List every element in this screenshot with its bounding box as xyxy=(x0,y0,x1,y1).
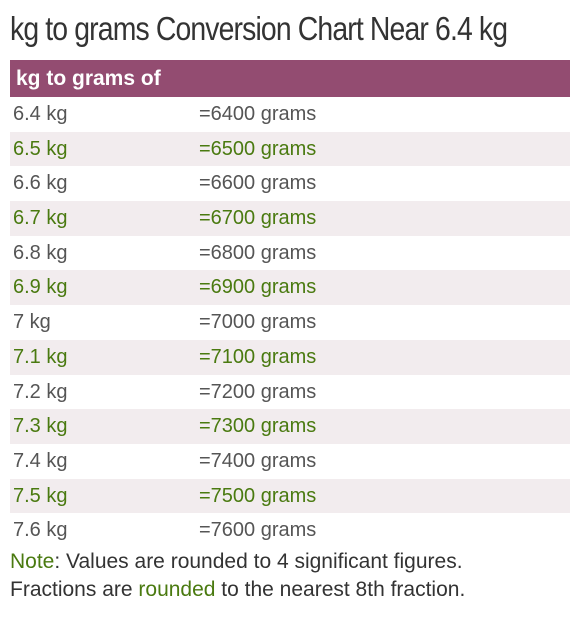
grams-cell: =7300 grams xyxy=(199,415,317,438)
grams-cell: =7500 grams xyxy=(199,484,317,507)
grams-cell: =6600 grams xyxy=(199,172,317,195)
kg-cell: 7.3 kg xyxy=(13,415,68,438)
grams-cell: =6500 grams xyxy=(199,137,317,160)
kg-cell: 7.4 kg xyxy=(13,449,68,472)
grams-cell: =7600 grams xyxy=(199,519,317,542)
kg-cell: 7.6 kg xyxy=(13,519,68,542)
kg-cell: 6.7 kg xyxy=(13,207,68,230)
page-title: kg to grams Conversion Chart Near 6.4 kg xyxy=(10,10,508,47)
table-row: 7.1 kg =7100 grams xyxy=(10,339,570,375)
footnote: Note: Values are rounded to 4 significan… xyxy=(10,548,570,604)
kg-cell: 6.4 kg xyxy=(13,103,68,125)
grams-cell: =7400 grams xyxy=(199,449,317,472)
note-label: Note xyxy=(10,550,55,573)
grams-cell: =6900 grams xyxy=(199,276,317,299)
table-row: 6.4 kg =6400 grams xyxy=(10,97,570,132)
table-row: 7.2 kg =7200 grams xyxy=(10,374,570,410)
table-row: 6.8 kg =6800 grams xyxy=(10,235,570,271)
table-row: 6.6 kg =6600 grams xyxy=(10,166,570,202)
grams-cell: =7000 grams xyxy=(199,311,317,334)
kg-cell: 7 kg xyxy=(13,311,51,334)
table-row: 7 kg =7000 grams xyxy=(10,305,570,340)
grams-cell: =7200 grams xyxy=(199,380,317,403)
rounded-text: rounded xyxy=(138,578,216,601)
table-row: 6.9 kg =6900 grams xyxy=(10,270,570,306)
table-row: 7.3 kg =7300 grams xyxy=(10,409,570,444)
table-row: 7.5 kg =7500 grams xyxy=(10,478,570,514)
grams-cell: =6700 grams xyxy=(199,207,317,230)
grams-cell: =6400 grams xyxy=(199,103,317,125)
kg-cell: 6.6 kg xyxy=(13,172,68,195)
conversion-table: kg to grams of 6.4 kg =6400 grams 6.5 kg… xyxy=(10,60,570,548)
table-header: kg to grams of xyxy=(10,60,570,97)
table-row: 6.7 kg =6700 grams xyxy=(10,201,570,236)
table-row: 6.5 kg =6500 grams xyxy=(10,131,570,167)
grams-cell: =6800 grams xyxy=(199,241,317,264)
kg-cell: 6.8 kg xyxy=(13,241,68,264)
table-row: 7.6 kg =7600 grams xyxy=(10,513,570,548)
kg-cell: 7.1 kg xyxy=(13,345,68,368)
kg-cell: 7.2 kg xyxy=(13,380,68,403)
kg-cell: 7.5 kg xyxy=(13,484,68,507)
note-text-line2-end: to the nearest 8th fraction. xyxy=(215,578,466,601)
note-text-line1: : Values are rounded to 4 significant fi… xyxy=(54,550,463,573)
kg-cell: 6.9 kg xyxy=(13,276,68,299)
note-text-line2-start: Fractions are xyxy=(10,578,139,601)
grams-cell: =7100 grams xyxy=(199,345,317,368)
table-row: 7.4 kg =7400 grams xyxy=(10,443,570,479)
kg-cell: 6.5 kg xyxy=(13,137,68,160)
